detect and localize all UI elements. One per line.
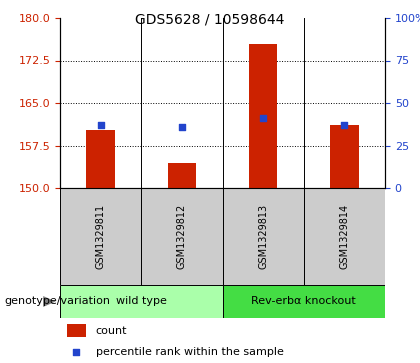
Bar: [60, 285, 223, 318]
Text: GSM1329812: GSM1329812: [177, 204, 187, 269]
Point: [260, 115, 266, 121]
Text: GDS5628 / 10598644: GDS5628 / 10598644: [135, 13, 285, 27]
Text: GSM1329814: GSM1329814: [339, 204, 349, 269]
Bar: [141, 188, 223, 285]
Bar: [66, 325, 86, 337]
Bar: [330, 125, 359, 188]
Polygon shape: [43, 296, 56, 307]
Bar: [223, 188, 304, 285]
Text: Rev-erbα knockout: Rev-erbα knockout: [252, 297, 356, 306]
Point: [97, 122, 104, 128]
Bar: [87, 130, 115, 188]
Bar: [249, 44, 277, 188]
Text: GSM1329813: GSM1329813: [258, 204, 268, 269]
Text: wild type: wild type: [116, 297, 167, 306]
Text: percentile rank within the sample: percentile rank within the sample: [96, 347, 284, 356]
Bar: [168, 163, 196, 188]
Text: GSM1329811: GSM1329811: [96, 204, 105, 269]
Point: [178, 124, 185, 130]
Point: [73, 348, 80, 354]
Bar: [60, 188, 141, 285]
Point: [341, 122, 348, 128]
Bar: [223, 285, 385, 318]
Text: count: count: [96, 326, 127, 336]
Text: genotype/variation: genotype/variation: [4, 297, 110, 306]
Bar: [304, 188, 385, 285]
